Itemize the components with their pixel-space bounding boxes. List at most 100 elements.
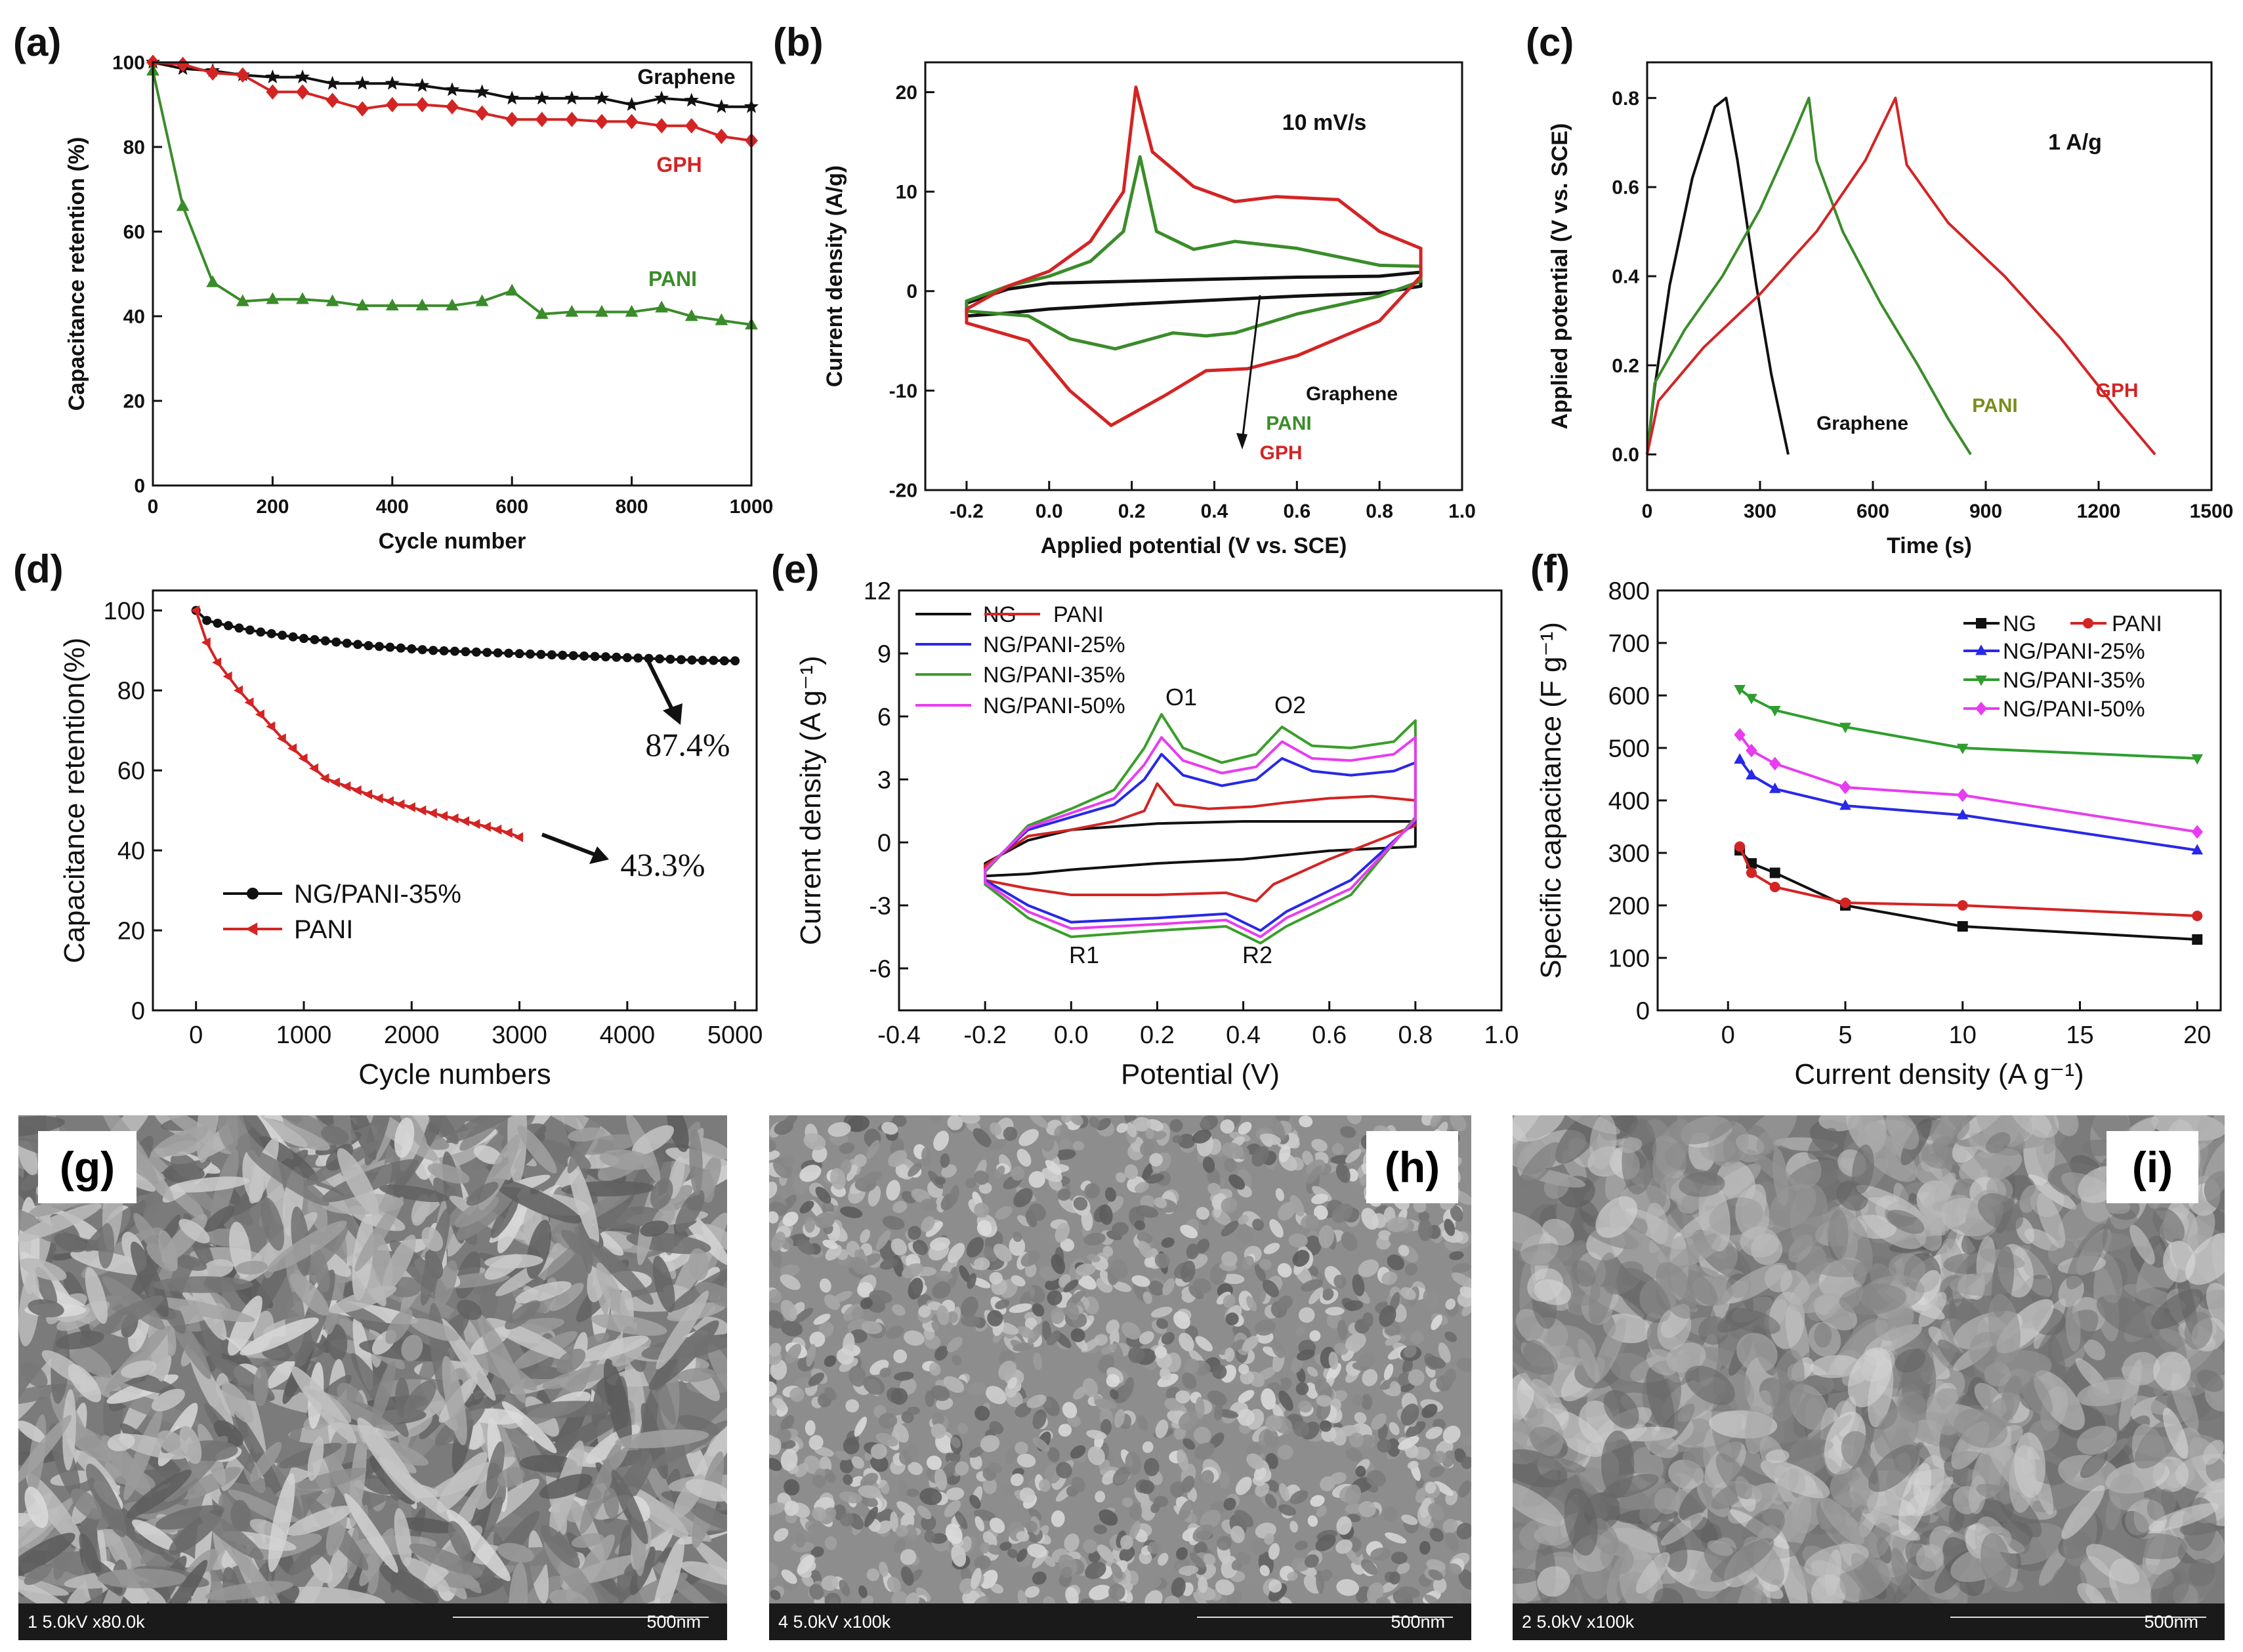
- x-tick-label: 3000: [492, 1022, 547, 1049]
- legend-label: NG/PANI-35%: [294, 880, 461, 909]
- sem-grain: [421, 1115, 459, 1145]
- sem-grain: [1387, 1254, 1405, 1271]
- x-tick-label: 2000: [384, 1022, 440, 1049]
- data-point: [1976, 618, 1986, 629]
- sem-grain: [1101, 1418, 1112, 1435]
- sem-grain: [322, 1159, 419, 1203]
- y-tick-label: 20: [117, 917, 145, 945]
- sem-grain: [769, 1502, 786, 1516]
- sem-grain: [824, 1355, 837, 1367]
- x-tick-label: 0: [148, 496, 159, 518]
- data-point: [356, 299, 369, 311]
- sem-grain: [1461, 1299, 1471, 1317]
- sem-grain: [1083, 1539, 1098, 1554]
- sem-grain: [946, 1311, 958, 1323]
- y-tick-label: -3: [869, 892, 891, 920]
- x-tick-label: 20: [2183, 1022, 2211, 1049]
- sem-grain: [1301, 1279, 1323, 1292]
- sem-image-i: (i) 2 5.0kV x100k 500nm: [1513, 1115, 2225, 1640]
- sem-grain: [860, 1495, 878, 1508]
- sem-grain: [1722, 1262, 1788, 1304]
- sem-grain: [825, 1245, 842, 1261]
- sem-grain: [849, 1365, 866, 1387]
- sem-grain: [1319, 1420, 1332, 1432]
- sem-grain: [1071, 1476, 1085, 1493]
- sem-grain: [98, 1223, 115, 1269]
- data-point: [213, 618, 222, 628]
- sem-grain: [1183, 1438, 1196, 1450]
- series-line-GPH: [1646, 96, 2156, 455]
- sem-grain: [985, 1386, 1007, 1405]
- sem-grain: [853, 1153, 867, 1167]
- sem-info-bar-g: 1 5.0kV x80.0k 500nm: [18, 1603, 727, 1640]
- sem-grain: [1142, 1162, 1154, 1181]
- sem-grain: [1125, 1451, 1142, 1475]
- sem-grain: [650, 1420, 727, 1469]
- data-point: [266, 84, 280, 100]
- sem-grain: [1603, 1390, 1639, 1429]
- sem-grain: [1223, 1294, 1236, 1308]
- sem-grain: [1062, 1401, 1078, 1418]
- data-point: [385, 642, 395, 652]
- sem-grain: [28, 1299, 64, 1317]
- data-point: [287, 743, 297, 754]
- series-line-Graphene: [1646, 96, 1790, 455]
- series-line-NG/PANI-25%: [984, 753, 1417, 932]
- sem-grain: [993, 1243, 1013, 1262]
- sem-grain: [982, 1477, 997, 1495]
- sem-grain: [689, 1129, 703, 1196]
- series-label-graphene: Graphene: [1306, 383, 1398, 405]
- sem-grain: [902, 1263, 924, 1279]
- sem-grain: [1203, 1553, 1216, 1565]
- sem-grain: [1856, 1185, 1921, 1218]
- data-point: [715, 313, 728, 325]
- x-tick-label: 0: [1721, 1022, 1735, 1049]
- sem-grain: [1224, 1158, 1236, 1172]
- sem-grain: [1214, 1403, 1223, 1421]
- data-point: [625, 114, 639, 129]
- data-point: [245, 922, 258, 936]
- sem-grain: [935, 1270, 953, 1280]
- data-point: [446, 99, 459, 115]
- sem-grain: [178, 1218, 210, 1244]
- sem-grain: [1293, 1420, 1310, 1437]
- sem-grain: [1016, 1548, 1028, 1562]
- sem-grain: [1110, 1259, 1128, 1279]
- sem-grain: [797, 1239, 815, 1255]
- sem-grain: [1263, 1346, 1279, 1357]
- sem-grain: [1460, 1435, 1471, 1446]
- sem-grain: [1223, 1497, 1236, 1511]
- sem-grain: [1288, 1233, 1308, 1248]
- sem-grain: [1155, 1419, 1169, 1439]
- sem-grain: [486, 1441, 505, 1499]
- data-point: [1975, 675, 1987, 686]
- sem-grain: [1410, 1331, 1424, 1344]
- sem-grain: [1418, 1211, 1430, 1222]
- sem-grain: [1298, 1307, 1315, 1323]
- sem-grain: [1316, 1395, 1332, 1407]
- sem-grain: [948, 1266, 958, 1288]
- y-tick-label: 600: [1608, 682, 1650, 710]
- sem-grain: [1028, 1203, 1046, 1221]
- data-point: [655, 300, 669, 313]
- x-tick-label: -0.2: [963, 1022, 1006, 1049]
- sem-grain: [434, 1260, 457, 1308]
- data-point: [654, 91, 669, 105]
- sem-grain: [955, 1461, 969, 1476]
- data-point: [298, 753, 308, 764]
- sem-grain: [908, 1163, 922, 1177]
- data-point: [1839, 799, 1851, 810]
- sem-grain: [1009, 1236, 1026, 1256]
- data-point: [266, 629, 276, 638]
- data-point: [709, 655, 719, 665]
- data-point: [364, 641, 373, 651]
- sem-grain: [344, 1493, 398, 1573]
- data-point: [564, 91, 579, 105]
- data-point: [503, 827, 513, 838]
- sem-grain: [1170, 1481, 1185, 1498]
- data-point: [363, 789, 373, 800]
- sem-grain: [1603, 1474, 1659, 1498]
- sem-grain: [1339, 1126, 1356, 1138]
- sem-grain: [1054, 1149, 1076, 1161]
